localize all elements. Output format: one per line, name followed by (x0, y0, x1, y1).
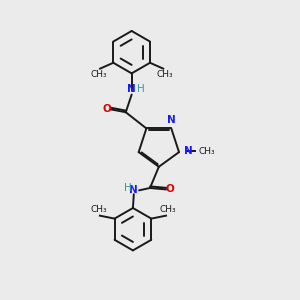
Text: N: N (184, 146, 193, 156)
Text: O: O (102, 104, 111, 114)
Text: CH₃: CH₃ (156, 70, 173, 79)
Text: H: H (124, 183, 132, 193)
Text: N: N (127, 84, 136, 94)
Text: CH₃: CH₃ (159, 205, 176, 214)
Text: H: H (137, 84, 145, 94)
Text: CH₃: CH₃ (90, 205, 107, 214)
Text: CH₃: CH₃ (198, 147, 215, 156)
Text: N: N (129, 185, 138, 195)
Text: N: N (167, 115, 176, 124)
Text: O: O (166, 184, 175, 194)
Text: CH₃: CH₃ (90, 70, 107, 79)
